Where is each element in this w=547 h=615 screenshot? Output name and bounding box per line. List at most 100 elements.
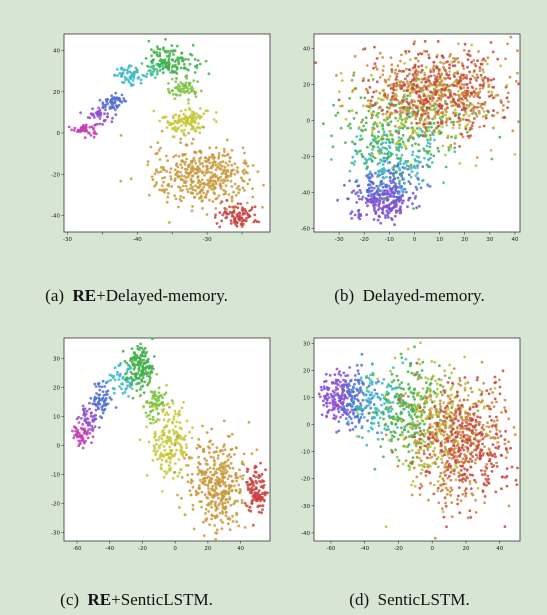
data-point-orange: [236, 166, 239, 169]
data-point-orange: [238, 488, 242, 491]
data-point-yellow: [194, 129, 198, 133]
data-point-orange: [206, 165, 209, 168]
data-point-blue: [407, 180, 411, 184]
data-point-yellow: [451, 403, 454, 406]
data-point-red: [457, 116, 461, 120]
data-point-magenta: [87, 131, 91, 135]
data-point-green: [430, 125, 433, 129]
data-point-yellow: [450, 385, 454, 389]
data-point-purple: [384, 214, 387, 217]
data-point-orange: [449, 89, 452, 92]
data-point-lightgreen: [187, 91, 191, 95]
data-point-orange: [214, 500, 218, 504]
data-point-orange: [452, 111, 455, 115]
data-point-green: [396, 402, 400, 405]
data-point-orange: [221, 154, 225, 157]
data-point-yellow: [170, 455, 174, 459]
data-point-green: [437, 149, 441, 153]
data-point-yellow: [437, 131, 440, 134]
data-point-orange: [192, 527, 196, 531]
data-point-red: [416, 112, 419, 115]
data-point-blue: [381, 192, 384, 196]
data-point-orange: [451, 104, 455, 108]
data-point-orange: [186, 473, 190, 477]
data-point-green: [439, 418, 442, 422]
x-tick-label: 20: [204, 546, 211, 552]
data-point-green: [420, 130, 424, 133]
data-point-red: [256, 505, 260, 509]
data-point-orange: [402, 89, 406, 92]
data-point-yellow: [381, 135, 384, 139]
data-point-orange: [168, 171, 172, 174]
data-point-orange: [365, 64, 369, 67]
data-point-green: [125, 376, 129, 380]
data-point-orange: [222, 470, 226, 473]
data-point-orange: [207, 510, 211, 513]
data-point-cyan: [400, 145, 404, 149]
data-point-yellow: [153, 446, 157, 450]
data-point-orange: [458, 399, 462, 402]
data-point-orange: [381, 73, 385, 77]
data-point-green: [137, 382, 141, 385]
data-point-lightgreen: [170, 77, 174, 81]
data-point-orange: [251, 195, 255, 199]
data-point-red: [261, 479, 264, 482]
data-point-green: [130, 372, 134, 376]
data-point-purple: [322, 394, 326, 398]
data-point-teal: [161, 64, 164, 68]
data-point-cyan: [122, 81, 126, 84]
data-point-green: [431, 117, 434, 121]
data-point-violet: [90, 441, 93, 444]
data-point-orange: [219, 518, 223, 522]
data-point-yellow: [441, 510, 445, 514]
data-point-yellow: [181, 117, 185, 121]
data-point-green: [354, 149, 357, 152]
data-point-orange: [516, 49, 519, 53]
data-point-yellow: [482, 70, 485, 74]
data-point-blue: [397, 182, 401, 185]
data-point-yellow: [423, 394, 427, 398]
data-point-red: [479, 62, 483, 66]
data-point-orange: [166, 195, 170, 199]
data-point-cyan: [453, 150, 457, 154]
data-point-yellow: [199, 115, 203, 119]
data-point-cyan: [375, 413, 379, 417]
data-point-blue: [111, 105, 115, 108]
data-point-orange: [439, 489, 443, 493]
data-point-blue: [401, 171, 405, 175]
data-point-red: [254, 465, 258, 469]
data-point-orange: [394, 68, 398, 72]
data-point-purple: [387, 215, 390, 219]
data-point-cyan: [330, 158, 333, 161]
data-point-orange: [203, 173, 206, 177]
data-point-orange: [460, 92, 464, 96]
data-point-cyan: [371, 148, 374, 151]
data-point-orange: [457, 60, 460, 64]
data-point-green: [427, 150, 431, 153]
data-point-red: [241, 213, 245, 216]
x-tick-label: 0: [173, 546, 177, 552]
data-point-green: [416, 415, 420, 418]
data-point-orange: [435, 457, 439, 461]
data-point-yellow: [404, 118, 408, 122]
data-point-orange: [504, 456, 508, 460]
data-point-green: [352, 73, 355, 77]
data-point-yellow: [417, 358, 421, 361]
data-point-cyan: [369, 378, 372, 382]
data-point-purple: [366, 204, 369, 208]
data-point-orange: [218, 481, 221, 484]
data-point-red: [229, 222, 233, 225]
data-point-orange: [226, 454, 229, 458]
data-point-green: [174, 64, 177, 67]
data-point-orange: [229, 503, 233, 507]
data-point-cyan: [362, 407, 366, 411]
data-point-red: [237, 211, 241, 215]
data-point-orange: [449, 493, 453, 497]
data-point-yellow: [464, 124, 468, 128]
data-point-blue: [350, 396, 354, 400]
data-point-cyan: [118, 385, 121, 388]
data-point-red: [415, 122, 419, 125]
data-point-green: [365, 386, 369, 389]
data-point-green: [195, 66, 199, 70]
